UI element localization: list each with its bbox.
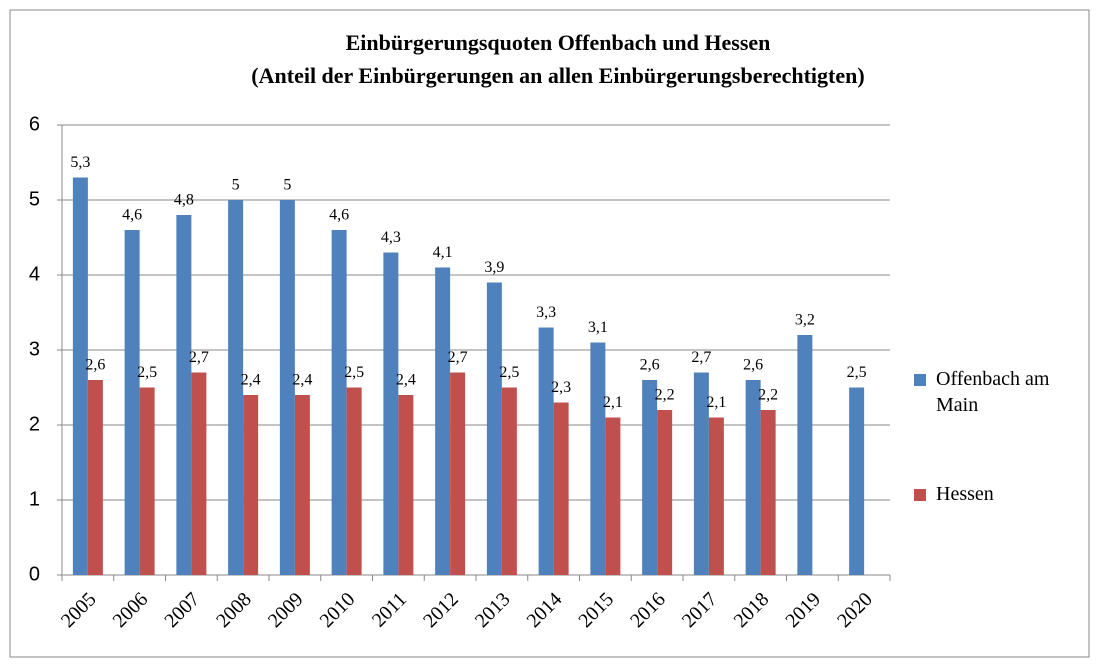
- data-label: 5: [283, 177, 291, 194]
- bar: [383, 252, 399, 575]
- data-label: 2,5: [847, 364, 867, 381]
- data-label: 2,1: [603, 394, 623, 411]
- y-tick-label: 1: [29, 488, 40, 510]
- bar: [849, 387, 865, 575]
- legend-swatch: [914, 489, 926, 501]
- data-label: 2,1: [706, 394, 726, 411]
- bar: [642, 380, 658, 575]
- legend-label: Hessen: [936, 483, 994, 505]
- bar: [657, 410, 673, 575]
- data-label: 4,6: [329, 207, 349, 224]
- data-label: 2,4: [241, 372, 261, 389]
- bar: [243, 395, 259, 575]
- data-label: 3,1: [588, 319, 608, 336]
- bar: [708, 417, 724, 575]
- bar: [87, 380, 103, 575]
- bar: [797, 335, 813, 575]
- data-label: 2,5: [137, 364, 157, 381]
- y-tick-label: 5: [29, 188, 40, 210]
- data-label: 2,5: [344, 364, 364, 381]
- bar: [228, 200, 244, 575]
- data-label: 3,2: [795, 312, 815, 329]
- bar: [486, 282, 502, 575]
- bar: [605, 417, 621, 575]
- bar: [398, 395, 414, 575]
- bar: [501, 387, 517, 575]
- bar: [745, 380, 761, 575]
- bar: [538, 327, 554, 575]
- data-label: 4,8: [174, 192, 194, 209]
- bar: [72, 177, 88, 575]
- data-label: 2,3: [551, 379, 571, 396]
- y-tick-label: 0: [29, 563, 40, 585]
- legend-item: Hessen: [914, 481, 1076, 507]
- bar: [279, 200, 295, 575]
- data-label: 4,6: [122, 207, 142, 224]
- data-label: 2,4: [396, 372, 416, 389]
- data-label: 3,3: [536, 304, 556, 321]
- data-label: 2,6: [640, 357, 660, 374]
- bar: [191, 372, 207, 575]
- data-label: 2,7: [691, 349, 711, 366]
- data-label: 2,6: [85, 357, 105, 374]
- legend-swatch: [914, 374, 926, 386]
- data-label: 4,1: [433, 244, 453, 261]
- data-label: 5: [232, 177, 240, 194]
- data-label: 5,3: [70, 154, 90, 171]
- bar: [124, 230, 140, 575]
- y-tick-label: 6: [29, 113, 40, 135]
- data-label: 2,5: [499, 364, 519, 381]
- data-label: 4,3: [381, 229, 401, 246]
- bar: [294, 395, 310, 575]
- bar: [139, 387, 155, 575]
- bar: [590, 342, 606, 575]
- legend-item: Offenbach am Main: [914, 366, 1076, 418]
- chart-title: Einbürgerungsquoten Offenbach und Hessen: [346, 30, 771, 55]
- bar: [693, 372, 709, 575]
- data-label: 2,7: [189, 349, 209, 366]
- bar: [331, 230, 347, 575]
- y-tick-label: 4: [29, 263, 40, 285]
- bar: [553, 402, 569, 575]
- bar: [435, 267, 451, 575]
- data-label: 2,4: [292, 372, 312, 389]
- legend-label: Offenbach am Main: [936, 368, 1050, 416]
- data-label: 2,2: [758, 387, 778, 404]
- chart-title: (Anteil der Einbürgerungen an allen Einb…: [251, 63, 864, 88]
- y-tick-label: 2: [29, 413, 40, 435]
- data-label: 3,9: [484, 259, 504, 276]
- bar: [450, 372, 466, 575]
- data-label: 2,7: [448, 349, 468, 366]
- data-label: 2,2: [655, 387, 675, 404]
- bar: [760, 410, 776, 575]
- y-tick-label: 3: [29, 338, 40, 360]
- data-label: 2,6: [743, 357, 763, 374]
- bar: [176, 215, 192, 575]
- bar: [346, 387, 362, 575]
